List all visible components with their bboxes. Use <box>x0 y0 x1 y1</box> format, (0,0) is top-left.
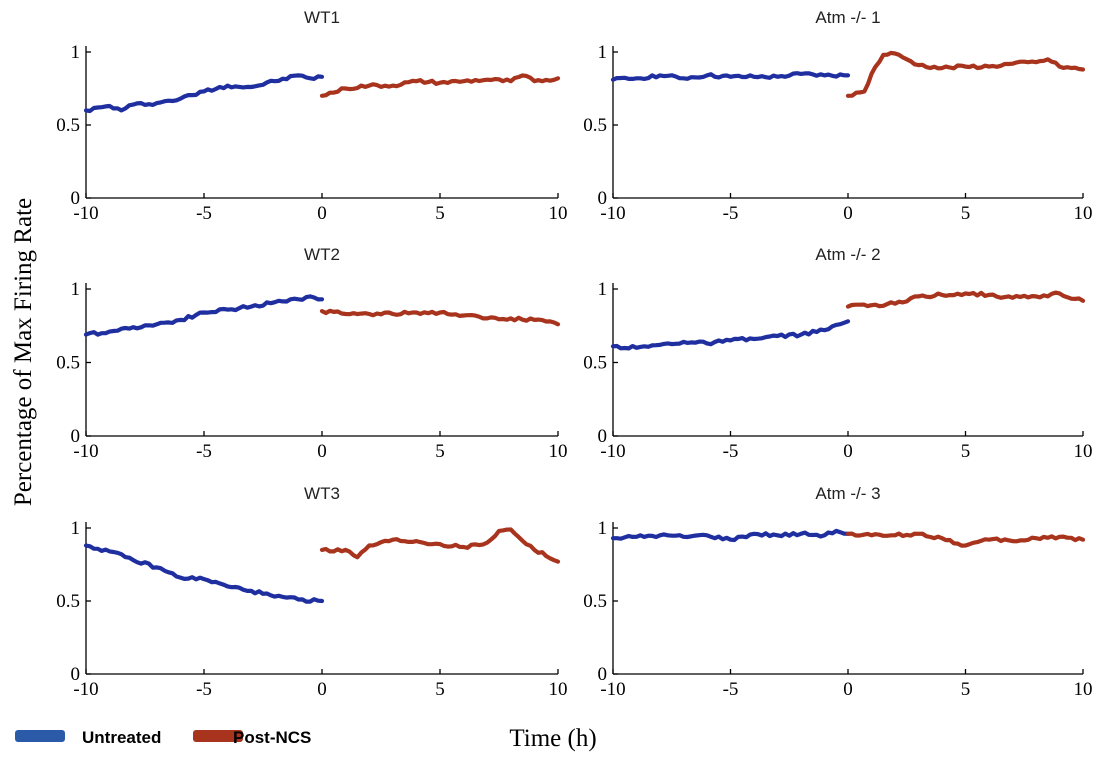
y-tick-label: 0 <box>71 188 81 209</box>
x-tick-label: -5 <box>723 679 739 700</box>
x-tick-label: -5 <box>196 679 212 700</box>
x-tick-label: -10 <box>73 441 98 462</box>
y-tick-label: 1 <box>598 279 608 300</box>
y-tick-label: 0.5 <box>583 353 607 374</box>
x-tick-label: 10 <box>1074 203 1093 224</box>
y-axis-label: Percentage of Max Firing Rate <box>10 198 37 506</box>
series-post-ncs-line <box>319 308 561 327</box>
y-tick-label: 0.5 <box>583 115 607 136</box>
legend: Untreated Post-NCS <box>15 728 311 747</box>
x-tick-label: -5 <box>196 441 212 462</box>
y-tick-label: 0 <box>598 426 608 447</box>
series-post-ncs-line <box>845 50 1086 98</box>
x-tick-label: 0 <box>317 679 327 700</box>
y-tick-label: 0.5 <box>56 353 80 374</box>
series-post-ncs-line <box>319 527 561 564</box>
series-post-ncs-line <box>319 73 561 98</box>
chart-panel: WT3 0 0.5 1 -10 -5 0 5 10 <box>56 484 567 700</box>
y-tick-label: 0.5 <box>56 115 80 136</box>
panel-title: WT3 <box>304 484 340 503</box>
chart-panel: Atm -/- 1 0 0.5 1 -10 -5 0 5 10 <box>583 8 1092 224</box>
x-tick-label: 0 <box>843 441 853 462</box>
x-axis-label: Time (h) <box>509 725 596 752</box>
y-tick-label: 0 <box>71 426 81 447</box>
x-tick-label: 5 <box>961 203 971 224</box>
chart-panel: WT2 0 0.5 1 -10 -5 0 5 10 <box>56 245 567 462</box>
x-tick-label: -10 <box>600 441 625 462</box>
legend-swatch-post-ncs <box>193 730 243 742</box>
x-tick-label: -5 <box>196 203 212 224</box>
x-tick-label: 10 <box>549 441 568 462</box>
series-untreated-line <box>83 294 325 337</box>
x-tick-label: 0 <box>317 441 327 462</box>
series-untreated-line <box>83 73 325 114</box>
x-tick-label: 0 <box>843 203 853 224</box>
series-untreated-line <box>83 543 325 604</box>
panel-title: Atm -/- 3 <box>815 484 880 503</box>
y-tick-label: 1 <box>71 42 81 63</box>
x-tick-label: 10 <box>549 679 568 700</box>
series-post-ncs-line <box>845 531 1086 548</box>
x-tick-label: -10 <box>600 203 625 224</box>
x-tick-label: -5 <box>723 441 739 462</box>
chart-panel: WT1 0 0.5 1 -10 -5 0 5 10 <box>56 8 567 224</box>
x-tick-label: -10 <box>73 679 98 700</box>
legend-swatch-untreated <box>15 730 65 742</box>
x-tick-label: 0 <box>317 203 327 224</box>
x-tick-label: -10 <box>73 203 98 224</box>
panel-title: WT2 <box>304 245 340 264</box>
y-tick-label: 0 <box>71 664 81 685</box>
x-tick-label: 5 <box>435 679 445 700</box>
chart-panel: Atm -/- 3 0 0.5 1 -10 -5 0 5 10 <box>583 484 1092 700</box>
y-tick-label: 1 <box>71 279 81 300</box>
panel-title: WT1 <box>304 8 340 27</box>
series-post-ncs-line <box>845 290 1086 309</box>
x-tick-label: 10 <box>549 203 568 224</box>
x-tick-label: 10 <box>1074 679 1093 700</box>
chart-panel: Atm -/- 2 0 0.5 1 -10 -5 0 5 10 <box>583 245 1092 462</box>
x-tick-label: -5 <box>723 203 739 224</box>
x-tick-label: 5 <box>435 203 445 224</box>
y-tick-label: 1 <box>598 518 608 539</box>
y-tick-label: 0 <box>598 188 608 209</box>
legend-label-untreated: Untreated <box>82 728 161 747</box>
series-untreated-line <box>610 528 851 543</box>
x-tick-label: 0 <box>843 679 853 700</box>
series-untreated-line <box>610 71 851 82</box>
panel-title: Atm -/- 1 <box>815 8 880 27</box>
x-tick-label: 10 <box>1074 441 1093 462</box>
y-tick-label: 0.5 <box>583 591 607 612</box>
x-tick-label: 5 <box>961 679 971 700</box>
panel-title: Atm -/- 2 <box>815 245 880 264</box>
x-tick-label: -10 <box>600 679 625 700</box>
series-untreated-line <box>610 319 851 351</box>
legend-label-post-ncs: Post-NCS <box>233 728 311 747</box>
x-tick-label: 5 <box>961 441 971 462</box>
y-tick-label: 0 <box>598 664 608 685</box>
y-tick-label: 1 <box>71 518 81 539</box>
x-tick-label: 5 <box>435 441 445 462</box>
y-tick-label: 1 <box>598 42 608 63</box>
y-tick-label: 0.5 <box>56 591 80 612</box>
